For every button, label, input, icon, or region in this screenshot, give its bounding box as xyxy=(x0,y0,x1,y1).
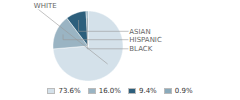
svg-text:ASIAN: ASIAN xyxy=(129,28,150,36)
svg-text:HISPANIC: HISPANIC xyxy=(129,36,162,44)
svg-text:HISPANIC: HISPANIC xyxy=(129,36,162,44)
html-text:16.0%: 16.0% xyxy=(98,87,121,95)
svg-text:BLACK: BLACK xyxy=(129,45,152,53)
html-text:9.4%: 9.4% xyxy=(139,87,157,95)
html-text:73.6%: 73.6% xyxy=(58,87,81,95)
svg-text:ASIAN: ASIAN xyxy=(129,28,150,36)
svg-text:WHITE: WHITE xyxy=(34,2,57,10)
svg-text:WHITE: WHITE xyxy=(34,2,57,10)
html-text:0.9%: 0.9% xyxy=(174,87,193,95)
svg-text:BLACK: BLACK xyxy=(129,45,152,53)
